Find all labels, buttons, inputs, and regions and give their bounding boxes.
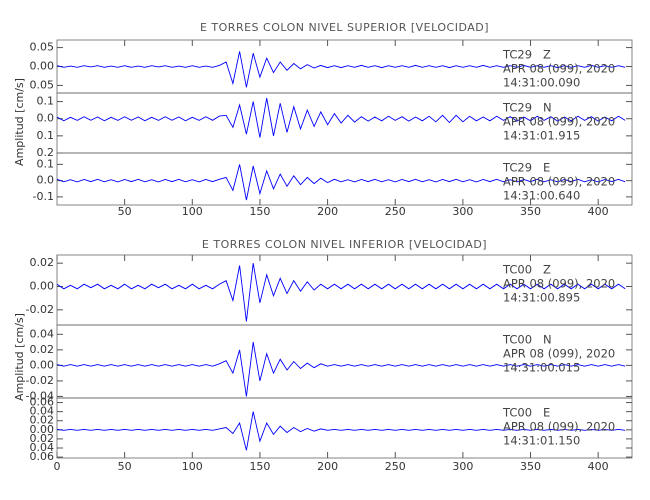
x-tick-label: 300	[452, 205, 473, 218]
waveform	[57, 411, 626, 451]
y-tick-label: 0.0	[37, 112, 55, 125]
y-tick-label: 0.00	[30, 280, 55, 293]
x-tick-label: 0	[54, 460, 61, 473]
y-tick-label: 0.2	[37, 146, 55, 159]
trace-date: APR 08 (099), 2020	[503, 277, 615, 291]
y-tick-label: 0.00	[30, 358, 55, 371]
trace-station: TC00 E	[502, 406, 550, 420]
y-tick-label: -0.02	[26, 374, 54, 387]
chart-title: E TORRES COLON NIVEL SUPERIOR [VELOCIDAD…	[200, 21, 489, 34]
y-tick-label: 0.1	[37, 129, 55, 142]
trace-station: TC29 N	[502, 101, 552, 115]
y-tick-label: 0.02	[30, 414, 55, 427]
trace-time: 14:31:01.915	[503, 129, 580, 143]
y-tick-label: -0.04	[26, 389, 54, 402]
x-tick-label: 250	[385, 205, 406, 218]
x-tick-label: 150	[249, 460, 270, 473]
trace-station: TC29 E	[502, 161, 550, 175]
y-tick-label: 0.00	[30, 423, 55, 436]
x-tick-label: 400	[588, 460, 609, 473]
trace-date: APR 08 (099), 2020	[503, 420, 615, 434]
x-tick-label: 100	[182, 205, 203, 218]
trace-station: TC00 N	[502, 333, 552, 347]
trace-time: 14:31:00.640	[503, 189, 580, 203]
y-tick-label: -0.1	[33, 190, 54, 203]
y-tick-label: 0.02	[30, 256, 55, 269]
x-tick-label: 250	[385, 460, 406, 473]
y-tick-label: 0.06	[30, 450, 55, 463]
waveform	[57, 164, 626, 201]
y-axis-label: Amplitud [cm/s]	[13, 78, 26, 166]
x-tick-label: 350	[520, 460, 541, 473]
x-tick-label: 350	[520, 205, 541, 218]
x-tick-label: 50	[118, 205, 132, 218]
panel-frame	[56, 397, 633, 459]
x-tick-label: 150	[249, 205, 270, 218]
y-tick-label: 0.04	[30, 441, 55, 454]
y-tick-label: 0.02	[30, 343, 55, 356]
trace-time: 14:31:00.895	[503, 291, 580, 305]
y-tick-label: 0.00	[30, 60, 55, 73]
waveform	[57, 98, 626, 138]
y-tick-label: 0.05	[30, 78, 55, 91]
y-tick-label: 0.1	[37, 157, 55, 170]
y-tick-label: 0.0	[37, 174, 55, 187]
y-tick-label: 0.02	[30, 432, 55, 445]
y-tick-label: 0.1	[37, 95, 55, 108]
y-tick-label: -0.02	[26, 303, 54, 316]
x-tick-label: 100	[182, 460, 203, 473]
x-tick-label: 200	[317, 460, 338, 473]
trace-time: 14:31:00.090	[503, 76, 580, 90]
chart-title: E TORRES COLON NIVEL INFERIOR [VELOCIDAD…	[202, 238, 487, 251]
trace-date: APR 08 (099), 2020	[503, 347, 615, 361]
y-tick-label: 0.06	[30, 396, 55, 409]
waveform	[57, 342, 626, 397]
panel-frame	[56, 152, 633, 206]
x-tick-label: 400	[588, 205, 609, 218]
y-tick-label: 0.05	[30, 41, 55, 54]
trace-station: TC29 Z	[502, 48, 551, 62]
trace-time: 14:31:00.015	[503, 361, 580, 375]
y-tick-label: 0.04	[30, 327, 55, 340]
x-tick-label: 50	[118, 460, 132, 473]
trace-station: TC00 Z	[502, 263, 551, 277]
y-tick-label: 0.04	[30, 405, 55, 418]
trace-date: APR 08 (099), 2020	[503, 175, 615, 189]
trace-date: APR 08 (099), 2020	[503, 115, 615, 129]
y-axis-label: Amplitud [cm/s]	[13, 313, 26, 401]
trace-date: APR 08 (099), 2020	[503, 62, 615, 76]
trace-time: 14:31:01.150	[503, 434, 580, 448]
x-tick-label: 200	[317, 205, 338, 218]
waveform	[57, 263, 626, 322]
waveform	[57, 51, 626, 88]
x-tick-label: 300	[452, 460, 473, 473]
